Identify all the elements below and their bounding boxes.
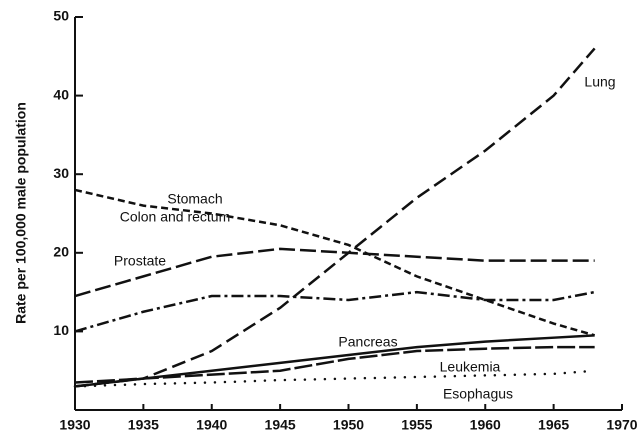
y-tick-label: 10 [53,322,69,338]
x-tick-label: 1945 [265,417,296,433]
series-label: Prostate [114,253,166,269]
series-label: Colon and rectum [120,209,231,225]
line-series [74,334,595,388]
series-label: Leukemia [440,359,501,375]
x-tick-label: 1965 [538,417,569,433]
y-tick-label: 20 [53,244,69,260]
line-series [73,369,596,388]
y-axis-label: Rate per 100,000 male population [13,102,29,324]
series-label: Lung [584,74,615,90]
x-tick-label: 1940 [196,417,227,433]
x-tick-label: 1955 [401,417,432,433]
y-tick-label: 50 [53,8,69,24]
line-series [74,188,595,337]
y-tick-label: 30 [53,165,69,181]
x-tick-label: 1930 [59,417,90,433]
series-label: Esophagus [443,386,513,402]
line-series [74,290,595,333]
y-tick-label: 40 [53,86,69,102]
x-tick-label: 1950 [333,417,364,433]
x-tick-label: 1935 [128,417,159,433]
series-label: Pancreas [338,334,397,350]
x-tick-label: 1970 [606,417,637,433]
line-series [74,247,595,298]
line-series [74,345,595,384]
series-label: Stomach [167,191,222,207]
x-tick-label: 1960 [470,417,501,433]
